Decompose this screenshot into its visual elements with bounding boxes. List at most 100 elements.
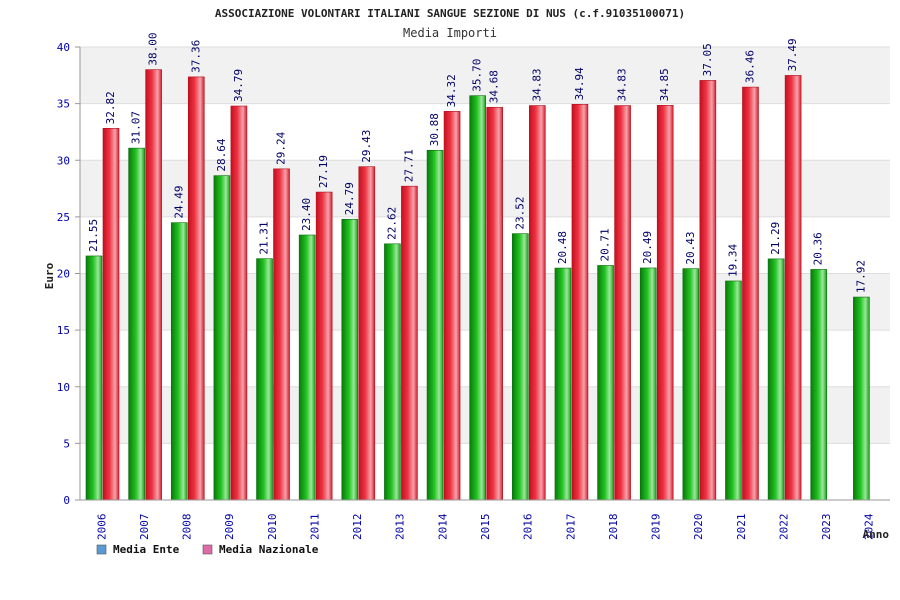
bar-media-ente-2014 xyxy=(426,149,444,501)
data-label: 37.36 xyxy=(189,40,202,73)
bar-media-ente-2024 xyxy=(853,296,870,501)
x-tick-label: 2011 xyxy=(308,514,321,541)
x-tick-label: 2006 xyxy=(95,514,108,541)
bar-media-ente-2009 xyxy=(213,175,231,501)
bar-media-ente-2011 xyxy=(298,234,316,501)
x-tick-label: 2013 xyxy=(394,514,407,541)
y-tick-label: 30 xyxy=(57,154,70,167)
bars: 21.55 32.82 31.07 38.00 24.49 37.36 28.64 34.79… xyxy=(85,33,870,501)
x-tick-label: 2019 xyxy=(650,514,663,541)
data-label: 38.00 xyxy=(147,33,160,66)
data-label: 34.79 xyxy=(232,69,245,102)
bar-media-ente-2015 xyxy=(469,95,486,501)
x-tick-label: 2012 xyxy=(351,514,364,541)
bar-media-ente-2006 xyxy=(85,255,103,501)
chart-subtitle: Media Importi xyxy=(403,26,497,40)
y-tick-label: 35 xyxy=(57,98,70,111)
data-label: 20.43 xyxy=(684,232,697,265)
bar-media-nazionale-2016 xyxy=(529,105,546,501)
data-label: 29.43 xyxy=(360,130,373,163)
data-label: 21.29 xyxy=(769,222,782,255)
x-tick-label: 2023 xyxy=(820,514,833,541)
data-label: 23.52 xyxy=(513,197,526,230)
x-tick-label: 2015 xyxy=(479,514,492,541)
bar-media-nazionale-2021 xyxy=(742,86,759,501)
x-tick-label: 2008 xyxy=(181,514,194,541)
bar-media-ente-2022 xyxy=(767,258,785,501)
data-label: 37.05 xyxy=(701,43,714,76)
bar-media-ente-2012 xyxy=(341,218,359,501)
data-label: 30.88 xyxy=(428,113,441,146)
data-label: 27.71 xyxy=(402,149,415,182)
data-label: 17.92 xyxy=(854,260,867,293)
bar-media-nazionale-2007 xyxy=(145,69,162,501)
bar-media-nazionale-2010 xyxy=(273,168,290,501)
bar-media-nazionale-2008 xyxy=(187,76,205,501)
data-label: 29.24 xyxy=(275,131,288,164)
y-axis-label: Euro xyxy=(43,262,56,289)
bar-media-ente-2017 xyxy=(554,267,572,501)
bar-media-ente-2007 xyxy=(128,147,145,501)
x-tick-label: 2021 xyxy=(735,514,748,541)
bar-media-ente-2020 xyxy=(682,268,700,501)
legend: Media Ente Media Nazionale xyxy=(96,543,319,556)
bar-media-nazionale-2013 xyxy=(401,185,418,501)
data-label: 21.31 xyxy=(258,222,271,255)
x-tick-label: 2016 xyxy=(522,514,535,541)
data-label: 37.49 xyxy=(786,38,799,71)
bar-media-nazionale-2022 xyxy=(784,75,802,501)
y-tick-label: 15 xyxy=(57,324,70,337)
data-label: 34.83 xyxy=(530,68,543,101)
legend-swatch xyxy=(96,544,107,555)
x-axis: 2006 2007 2008 2009 2010 2011 2012 2013 2014 2015… xyxy=(80,499,890,541)
bar-media-nazionale-2018 xyxy=(614,105,631,501)
bar-media-nazionale-2011 xyxy=(315,191,333,501)
data-label: 31.07 xyxy=(130,111,143,144)
data-label: 24.49 xyxy=(172,186,185,219)
data-label: 32.82 xyxy=(104,91,117,124)
chart-title: ASSOCIAZIONE VOLONTARI ITALIANI SANGUE S… xyxy=(215,7,685,20)
data-label: 19.34 xyxy=(726,243,739,276)
x-axis-label: Anno xyxy=(863,528,890,541)
y-tick-label: 5 xyxy=(63,437,70,450)
x-tick-label: 2007 xyxy=(138,514,151,541)
x-tick-label: 2010 xyxy=(266,514,279,541)
x-tick-label: 2018 xyxy=(607,514,620,541)
data-label: 21.55 xyxy=(87,219,100,252)
data-label: 20.71 xyxy=(599,228,612,261)
data-label: 23.40 xyxy=(300,198,313,231)
data-label: 35.70 xyxy=(471,59,484,92)
data-label: 20.49 xyxy=(641,231,654,264)
bar-media-nazionale-2009 xyxy=(230,105,248,501)
bar-media-ente-2018 xyxy=(597,265,614,501)
bar-media-ente-2016 xyxy=(512,233,529,501)
legend-swatch xyxy=(202,544,213,555)
bar-media-nazionale-2012 xyxy=(358,166,376,501)
bar-media-ente-2008 xyxy=(170,222,188,501)
x-tick-label: 2017 xyxy=(564,514,577,541)
data-label: 24.79 xyxy=(343,182,356,215)
data-label: 34.32 xyxy=(445,74,458,107)
x-tick-label: 2009 xyxy=(223,514,236,541)
data-label: 34.68 xyxy=(488,70,501,103)
x-tick-label: 2022 xyxy=(777,514,790,541)
x-tick-label: 2014 xyxy=(436,513,449,540)
bar-media-nazionale-2015 xyxy=(486,106,503,501)
bar-media-ente-2013 xyxy=(384,243,401,501)
bar-media-ente-2023 xyxy=(810,269,828,501)
data-label: 34.85 xyxy=(658,68,671,101)
x-tick-label: 2024 xyxy=(863,513,876,540)
data-label: 27.19 xyxy=(317,155,330,188)
bar-media-nazionale-2014 xyxy=(443,111,461,501)
bar-media-nazionale-2017 xyxy=(571,104,589,501)
data-label: 34.94 xyxy=(573,67,586,100)
bar-media-ente-2019 xyxy=(639,267,657,501)
y-tick-label: 40 xyxy=(57,41,70,54)
y-tick-label: 25 xyxy=(57,211,70,224)
bar-media-nazionale-2006 xyxy=(102,128,120,501)
legend-label: Media Ente xyxy=(113,543,180,556)
data-label: 22.62 xyxy=(385,207,398,240)
data-label: 28.64 xyxy=(215,138,228,171)
bar-media-ente-2021 xyxy=(725,280,742,501)
